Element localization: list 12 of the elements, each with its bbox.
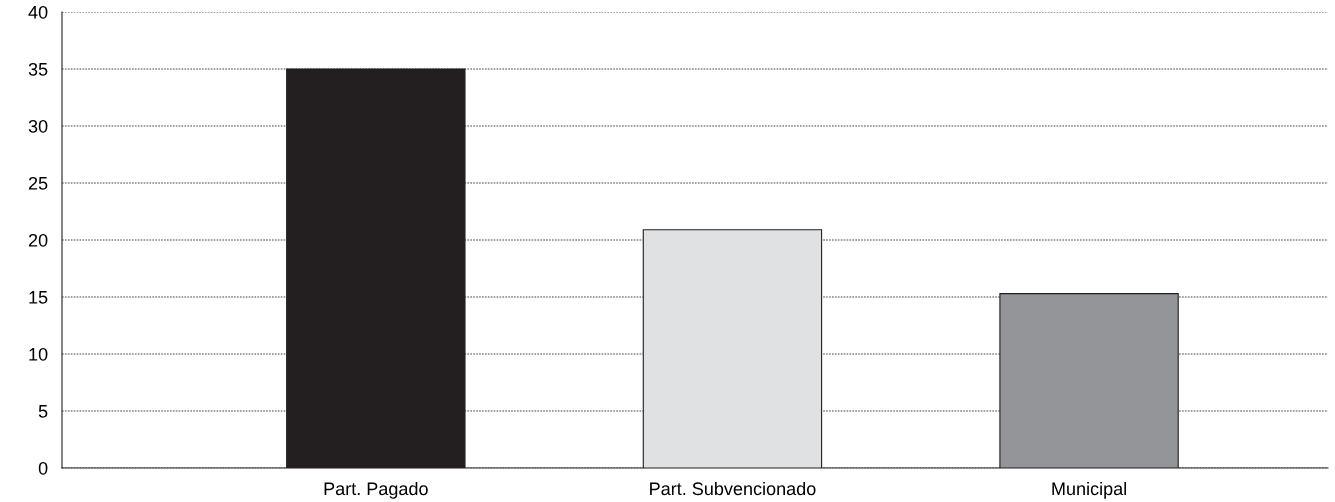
y-tick-label: 10 xyxy=(29,347,48,361)
x-tick-label: Municipal xyxy=(1052,481,1126,499)
y-tick-label: 5 xyxy=(38,405,48,418)
y-tick-label: 30 xyxy=(28,119,48,133)
x-tick-label: Part. Pagado xyxy=(324,481,428,499)
y-tick-label: 20 xyxy=(28,233,48,247)
y-tick-label: 40 xyxy=(28,5,48,19)
y-tick-label: 25 xyxy=(28,176,48,190)
x-tick-label: Part. Subvencionado xyxy=(650,481,816,496)
y-tick-label: 15 xyxy=(29,291,48,304)
y-tick-label: 35 xyxy=(28,62,48,76)
y-tick-label: 0 xyxy=(38,461,48,475)
